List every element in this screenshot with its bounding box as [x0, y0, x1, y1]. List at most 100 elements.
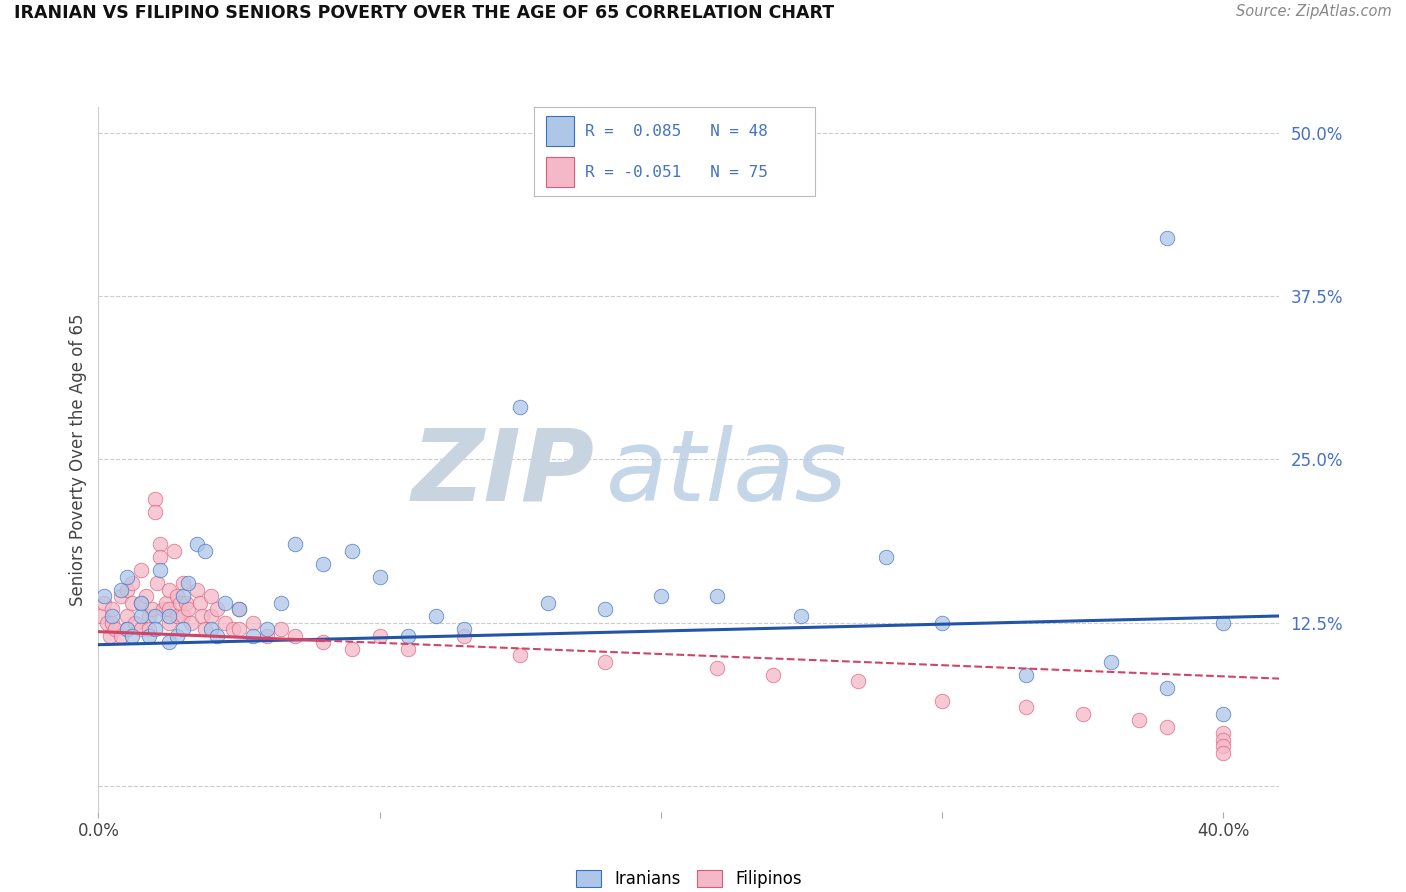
Point [101, 615, 124, 630]
Point [129, 596, 152, 610]
Point [157, 635, 180, 649]
Point [93, 596, 115, 610]
Point [166, 590, 188, 604]
Point [138, 628, 160, 642]
Point [90, 609, 112, 624]
Point [1156, 230, 1178, 244]
Point [706, 661, 728, 675]
Point [284, 537, 307, 551]
Point [110, 590, 132, 604]
Point [205, 602, 228, 616]
Point [121, 596, 143, 610]
Point [1212, 615, 1234, 630]
Point [129, 622, 152, 636]
Point [1212, 733, 1234, 747]
Legend: Iranians, Filipinos: Iranians, Filipinos [569, 863, 808, 892]
Point [762, 667, 785, 681]
Point [115, 570, 138, 584]
Point [256, 628, 278, 642]
Point [650, 590, 672, 604]
Point [1015, 700, 1038, 714]
Point [141, 602, 163, 616]
Point [228, 602, 250, 616]
Point [931, 615, 953, 630]
Point [875, 550, 897, 565]
Point [270, 622, 292, 636]
Point [284, 628, 307, 642]
Point [509, 400, 531, 414]
Point [191, 609, 214, 624]
Point [205, 628, 228, 642]
Point [537, 596, 560, 610]
Point [1212, 706, 1234, 721]
Point [157, 582, 180, 597]
Point [172, 609, 194, 624]
Point [194, 622, 217, 636]
Point [110, 582, 132, 597]
Point [149, 563, 172, 577]
FancyBboxPatch shape [546, 116, 574, 146]
Point [155, 596, 177, 610]
Point [143, 609, 166, 624]
Point [115, 622, 138, 636]
Point [138, 609, 160, 624]
Point [129, 563, 152, 577]
Point [931, 694, 953, 708]
Point [138, 622, 160, 636]
Point [143, 505, 166, 519]
Point [115, 582, 138, 597]
Point [228, 622, 250, 636]
Point [166, 628, 188, 642]
Point [143, 491, 166, 506]
Point [200, 622, 222, 636]
Point [174, 596, 197, 610]
Text: R = -0.051   N = 75: R = -0.051 N = 75 [585, 165, 768, 179]
Point [846, 674, 869, 689]
Point [214, 615, 236, 630]
Point [1212, 739, 1234, 754]
Point [96, 615, 118, 630]
Point [188, 596, 211, 610]
Point [312, 557, 335, 571]
Point [98, 628, 121, 642]
Point [186, 582, 208, 597]
Point [149, 537, 172, 551]
Point [121, 576, 143, 591]
Point [194, 543, 217, 558]
Point [214, 596, 236, 610]
Point [453, 622, 475, 636]
Point [157, 602, 180, 616]
Point [368, 628, 391, 642]
Point [157, 615, 180, 630]
Point [256, 622, 278, 636]
Point [135, 590, 157, 604]
Point [222, 622, 245, 636]
Point [340, 543, 363, 558]
Text: IRANIAN VS FILIPINO SENIORS POVERTY OVER THE AGE OF 65 CORRELATION CHART: IRANIAN VS FILIPINO SENIORS POVERTY OVER… [14, 4, 834, 22]
Point [312, 635, 335, 649]
Point [180, 615, 202, 630]
Text: R =  0.085   N = 48: R = 0.085 N = 48 [585, 124, 768, 138]
Y-axis label: Seniors Poverty Over the Age of 65: Seniors Poverty Over the Age of 65 [69, 313, 87, 606]
Point [1212, 726, 1234, 740]
Point [368, 570, 391, 584]
Point [186, 537, 208, 551]
Point [453, 628, 475, 642]
Point [93, 590, 115, 604]
Text: Source: ZipAtlas.com: Source: ZipAtlas.com [1236, 4, 1392, 20]
Point [115, 609, 138, 624]
Point [104, 622, 127, 636]
Point [340, 641, 363, 656]
Point [172, 622, 194, 636]
Point [166, 609, 188, 624]
Point [172, 590, 194, 604]
Point [172, 576, 194, 591]
Point [242, 615, 264, 630]
Point [593, 602, 616, 616]
Point [110, 628, 132, 642]
Point [706, 590, 728, 604]
Point [228, 602, 250, 616]
Point [1071, 706, 1094, 721]
Point [1015, 667, 1038, 681]
Point [1156, 720, 1178, 734]
